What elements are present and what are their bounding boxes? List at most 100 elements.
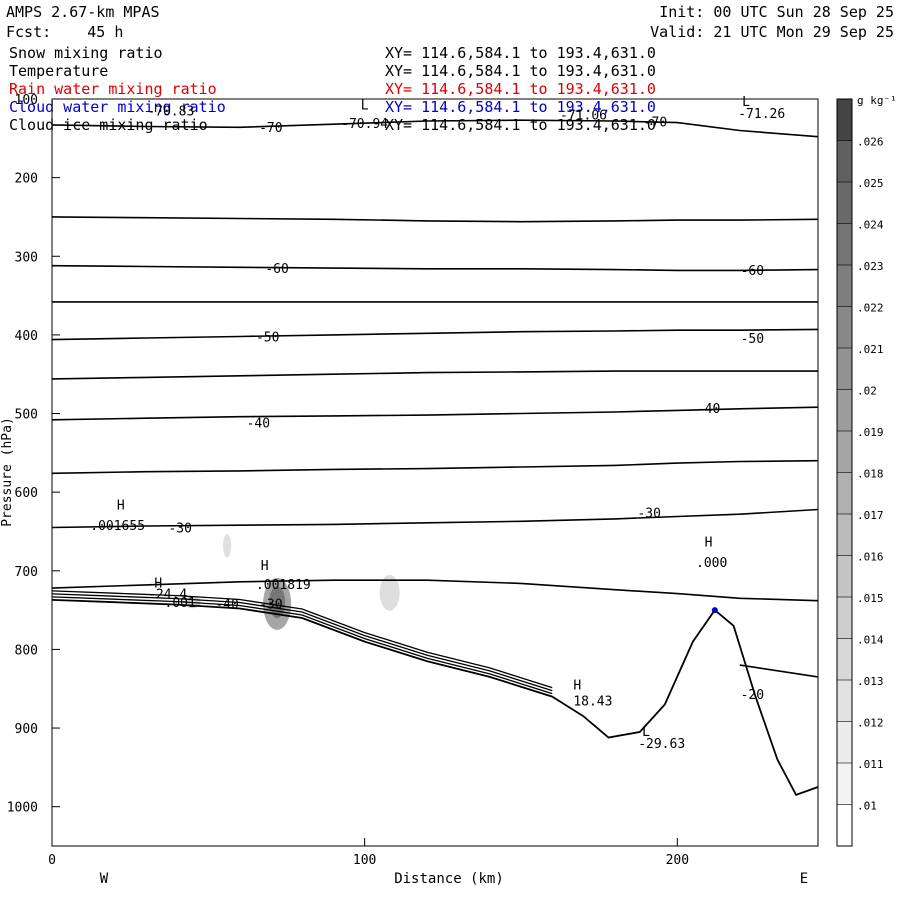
x-axis-label: Distance (km): [394, 871, 504, 887]
field-xy-cloud-water: XY= 114.6,584.1 to 193.4,631.0: [385, 98, 656, 116]
annotation-17: -40: [215, 598, 238, 613]
colorbar-label-15: .025: [857, 177, 884, 190]
colorbar-label-10: .02: [857, 385, 877, 398]
annotation-30: L: [642, 725, 650, 740]
annotation-28: H: [573, 679, 581, 694]
annotation-14: -30: [168, 521, 191, 536]
colorbar-swatch-1: [837, 763, 852, 805]
colorbar-label-14: .024: [857, 219, 884, 232]
y-tick-label-600: 600: [15, 486, 38, 501]
colorbar-swatch-10: [837, 389, 852, 431]
y-tick-label-500: 500: [15, 408, 38, 423]
annotation-0: L: [361, 98, 369, 113]
init-time: Init: 00 UTC Sun 28 Sep 25: [659, 3, 894, 21]
colorbar-swatch-7: [837, 514, 852, 556]
colorbar-swatch-15: [837, 182, 852, 224]
x-tick-label-200: 200: [666, 853, 689, 868]
field-xy-snow: XY= 114.6,584.1 to 193.4,631.0: [385, 44, 656, 62]
contour-labels: L-70.94-70.83 -71.06L-71.26-70 -70-60 -60-5…: [90, 95, 785, 752]
colorbar-label-13: .023: [857, 260, 884, 273]
axes: 100 200 300 400 500 600 700 800 900 1000 0 100 200: [7, 93, 689, 868]
annotation-12: -40: [247, 417, 270, 432]
x-tick-label-100: 100: [353, 853, 376, 868]
colorbar-label-12: .022: [857, 302, 884, 315]
field-name-rain: Rain water mixing ratio: [9, 80, 217, 98]
near-surface-contour-1: [51, 593, 553, 692]
annotation-5: -71.26: [738, 107, 785, 122]
y-tick-label-800: 800: [15, 643, 38, 658]
colorbar-swatch-14: [837, 223, 852, 265]
temperature-contours: [51, 119, 819, 678]
colorbar-label-5: .015: [857, 592, 884, 605]
annotation-27: .001: [165, 596, 196, 611]
annotation-4: L: [742, 95, 750, 110]
colorbar-swatch-11: [837, 348, 852, 390]
annotation-13: -40: [697, 402, 720, 417]
y-tick-label-900: 900: [15, 722, 38, 737]
annotation-7: -70: [644, 116, 667, 131]
colorbar-swatch-9: [837, 431, 852, 473]
model-title: AMPS 2.67-km MPAS: [6, 3, 160, 21]
annotation-29: 18.43: [573, 694, 612, 709]
contour-60: [51, 264, 819, 272]
contour-65: [51, 216, 819, 223]
y-tick-label-100: 100: [15, 93, 38, 108]
annotation-15: -30: [637, 506, 660, 521]
y-tick-label-700: 700: [15, 565, 38, 580]
forecast-hour: Fcst: 45 h: [6, 23, 124, 41]
plot-frame: [51, 98, 819, 847]
contour-20: [739, 664, 819, 678]
y-tick-label-200: 200: [15, 172, 38, 187]
colorbar-label-8: .018: [857, 468, 884, 481]
colorbar-swatch-17: [837, 99, 852, 141]
annotation-31: -29.63: [638, 737, 685, 752]
colorbar-swatch-16: [837, 140, 852, 182]
field-xy-rain: XY= 114.6,584.1 to 193.4,631.0: [385, 80, 656, 98]
colorbar-label-16: .026: [857, 136, 884, 149]
terrain-line: [51, 599, 819, 797]
annotation-3: -71.06: [560, 109, 607, 124]
colorbar-swatch-3: [837, 680, 852, 722]
colorbar-label-3: .013: [857, 675, 884, 688]
annotation-24: .001819: [256, 578, 311, 593]
west-label: W: [100, 871, 109, 887]
colorbar-swatch-8: [837, 472, 852, 514]
contour-50: [51, 328, 819, 341]
shading-blob-3: [379, 574, 400, 611]
colorbar-swatch-2: [837, 721, 852, 763]
colorbar-units: g kg⁻¹: [857, 94, 897, 107]
near-surface-contour-2: [51, 590, 553, 689]
annotation-9: -60: [741, 264, 764, 279]
annotation-19: H: [117, 499, 125, 514]
field-name-cloud-ice: Cloud ice mixing ratio: [9, 116, 208, 134]
annotation-6: -70: [259, 121, 282, 136]
colorbar: .01 .011 .012 .013 .014 .015 .016 .017 .018 .019.…: [836, 94, 897, 847]
colorbar-swatch-4: [837, 638, 852, 680]
annotation-21: H: [705, 535, 713, 550]
east-label: E: [800, 871, 808, 887]
colorbar-label-11: .021: [857, 343, 884, 356]
annotation-2: -70.83: [147, 105, 194, 120]
annotation-8: -60: [265, 262, 288, 277]
contour-70: [51, 119, 819, 138]
y-axis-label: Pressure (hPa): [0, 417, 15, 527]
colorbar-label-4: .014: [857, 634, 884, 647]
y-tick-label-300: 300: [15, 250, 38, 265]
y-tick-label-1000: 1000: [7, 801, 38, 816]
colorbar-label-1: .011: [857, 758, 884, 771]
colorbar-label-9: .019: [857, 426, 884, 439]
contour-35: [51, 459, 819, 475]
terrain-layer: [51, 590, 819, 797]
annotation-11: -50: [741, 332, 764, 347]
colorbar-swatch-0: [837, 804, 852, 846]
annotation-10: -50: [256, 330, 279, 345]
field-xy-temperature: XY= 114.6,584.1 to 193.4,631.0: [385, 62, 656, 80]
colorbar-label-2: .012: [857, 717, 884, 730]
cloud-water-marker: [711, 607, 718, 614]
colorbar-label-7: .017: [857, 509, 884, 522]
contour-45: [51, 370, 818, 380]
colorbar-swatch-5: [837, 597, 852, 639]
contour-30: [51, 508, 819, 529]
x-tick-label-0: 0: [48, 853, 56, 868]
